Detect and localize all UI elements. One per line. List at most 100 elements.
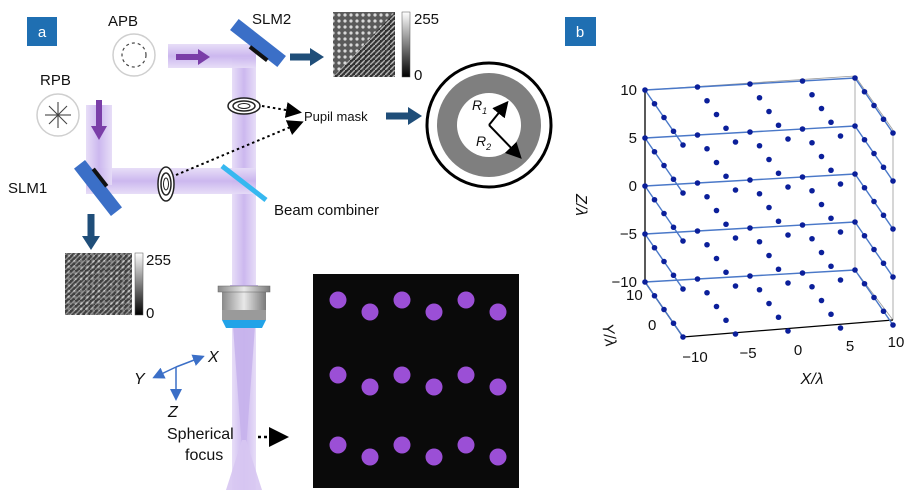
lattice-dot xyxy=(756,142,763,149)
z-tick-neg10: −10 xyxy=(612,274,637,291)
z-tick-neg5: −5 xyxy=(620,226,637,243)
lattice-dot xyxy=(747,177,753,183)
z-axis-label: Z/λ xyxy=(572,193,589,216)
lattice-dot xyxy=(670,224,677,231)
coordinate-axes-icon xyxy=(152,354,205,401)
focus-spot xyxy=(361,378,379,396)
y-axis-label: Y/λ xyxy=(598,322,619,348)
lattice-dot xyxy=(799,222,806,228)
focus-spot xyxy=(457,366,475,384)
lattice-dot xyxy=(713,159,720,166)
lattice-dot xyxy=(890,178,896,184)
lattice-dot xyxy=(861,88,868,95)
lattice-dot xyxy=(785,136,791,142)
slm2-scale-max: 255 xyxy=(414,11,439,28)
lattice-dot xyxy=(670,320,677,327)
lattice-dot xyxy=(775,170,782,177)
slm2-hologram-overlay xyxy=(333,12,395,77)
panel-a-tag: a xyxy=(38,24,47,41)
r1-arrow xyxy=(488,100,509,126)
lattice-dot xyxy=(732,283,739,289)
lattice-dot xyxy=(785,232,791,238)
lattice-dot xyxy=(871,102,877,109)
spherical-focus-label-2: focus xyxy=(185,447,223,464)
lattice-dot xyxy=(861,136,868,143)
rpb-radial-arrows-icon xyxy=(45,102,71,128)
lattice-dot xyxy=(852,267,858,273)
lattice-dot xyxy=(861,184,868,191)
lattice-dot xyxy=(704,193,710,200)
lattice-dot xyxy=(642,183,648,189)
lattice-dot xyxy=(747,273,753,279)
lattice-dot xyxy=(818,249,825,256)
slm1-scale-min: 0 xyxy=(146,305,154,322)
x-tick-10: 10 xyxy=(888,334,905,351)
objective-lens-icon xyxy=(217,285,271,328)
lattice-dot xyxy=(694,180,701,186)
lattice-dot xyxy=(651,148,658,155)
lattice-dot xyxy=(799,78,806,84)
lattice-dot xyxy=(704,289,710,296)
lattice-dot xyxy=(694,276,701,282)
lattice-dot xyxy=(747,81,753,87)
lattice-dot xyxy=(756,94,763,101)
lattice-dot xyxy=(828,215,834,222)
lattice-dot xyxy=(651,100,658,107)
axis-z-label: Z xyxy=(167,404,179,421)
lattice-dot xyxy=(852,171,858,177)
lattice-dot xyxy=(818,297,825,304)
spherical-focus-label-1: Spherical xyxy=(167,426,234,443)
slm2-scale-min: 0 xyxy=(414,67,422,84)
focus-spot xyxy=(457,291,475,309)
focus-spot xyxy=(393,436,411,454)
lattice-dot xyxy=(713,303,720,310)
diverging-cone xyxy=(226,440,262,490)
pupil-mask-upper-icon xyxy=(227,97,261,115)
lattice-dot xyxy=(871,198,877,205)
lattice-dot xyxy=(756,238,763,245)
focus-spot xyxy=(489,378,507,396)
x-axis-label: X/λ xyxy=(800,371,824,388)
lattice-dot xyxy=(661,258,667,265)
lattice-dot xyxy=(871,246,877,253)
lattice-dot xyxy=(642,231,648,237)
lattice-dot xyxy=(799,270,806,276)
lattice-dot xyxy=(766,204,772,211)
lattice-dot xyxy=(837,325,844,331)
focus-spot xyxy=(425,303,443,321)
lattice-dot xyxy=(694,84,701,90)
lattice-dot xyxy=(766,252,772,259)
r2-arrow xyxy=(488,124,522,159)
lattice-dot xyxy=(680,334,686,340)
lattice-dot xyxy=(732,187,739,193)
lattice-dot xyxy=(680,238,686,244)
focus-spot xyxy=(329,291,347,309)
panel-b: b 10 5 0 −5 −10 Z/λ 10 0 Y/λ −10 −5 xyxy=(565,17,904,388)
lattice-dot xyxy=(861,280,868,287)
lattice-dot xyxy=(661,162,667,169)
pupil-mask-label: Pupil mask xyxy=(304,109,368,124)
lattice-dot xyxy=(852,75,858,81)
lattice-dot xyxy=(861,232,868,239)
lattice-dot xyxy=(818,153,825,160)
lattice-dot xyxy=(642,87,648,93)
lattice-dot xyxy=(890,130,896,136)
lattice-dot xyxy=(852,123,858,129)
lattice-dot xyxy=(799,126,806,132)
lattice-dot xyxy=(828,263,834,270)
lattice-dot xyxy=(785,280,791,286)
pupil-mask-arrow-head xyxy=(408,107,422,125)
lattice-dot xyxy=(670,176,677,183)
lattice-dot xyxy=(766,156,772,163)
lattice xyxy=(642,75,896,340)
lattice-dot xyxy=(704,145,710,152)
lattice-dot xyxy=(713,111,720,118)
lattice-dot xyxy=(809,283,815,290)
pupil-mask-pointer-upper xyxy=(261,102,302,118)
slm2-colorbar xyxy=(401,11,411,78)
lattice-dot xyxy=(766,108,772,115)
lattice-dot xyxy=(809,139,815,146)
lattice-dot xyxy=(651,292,658,299)
focus-spot xyxy=(457,436,475,454)
lattice-dot xyxy=(890,322,896,328)
